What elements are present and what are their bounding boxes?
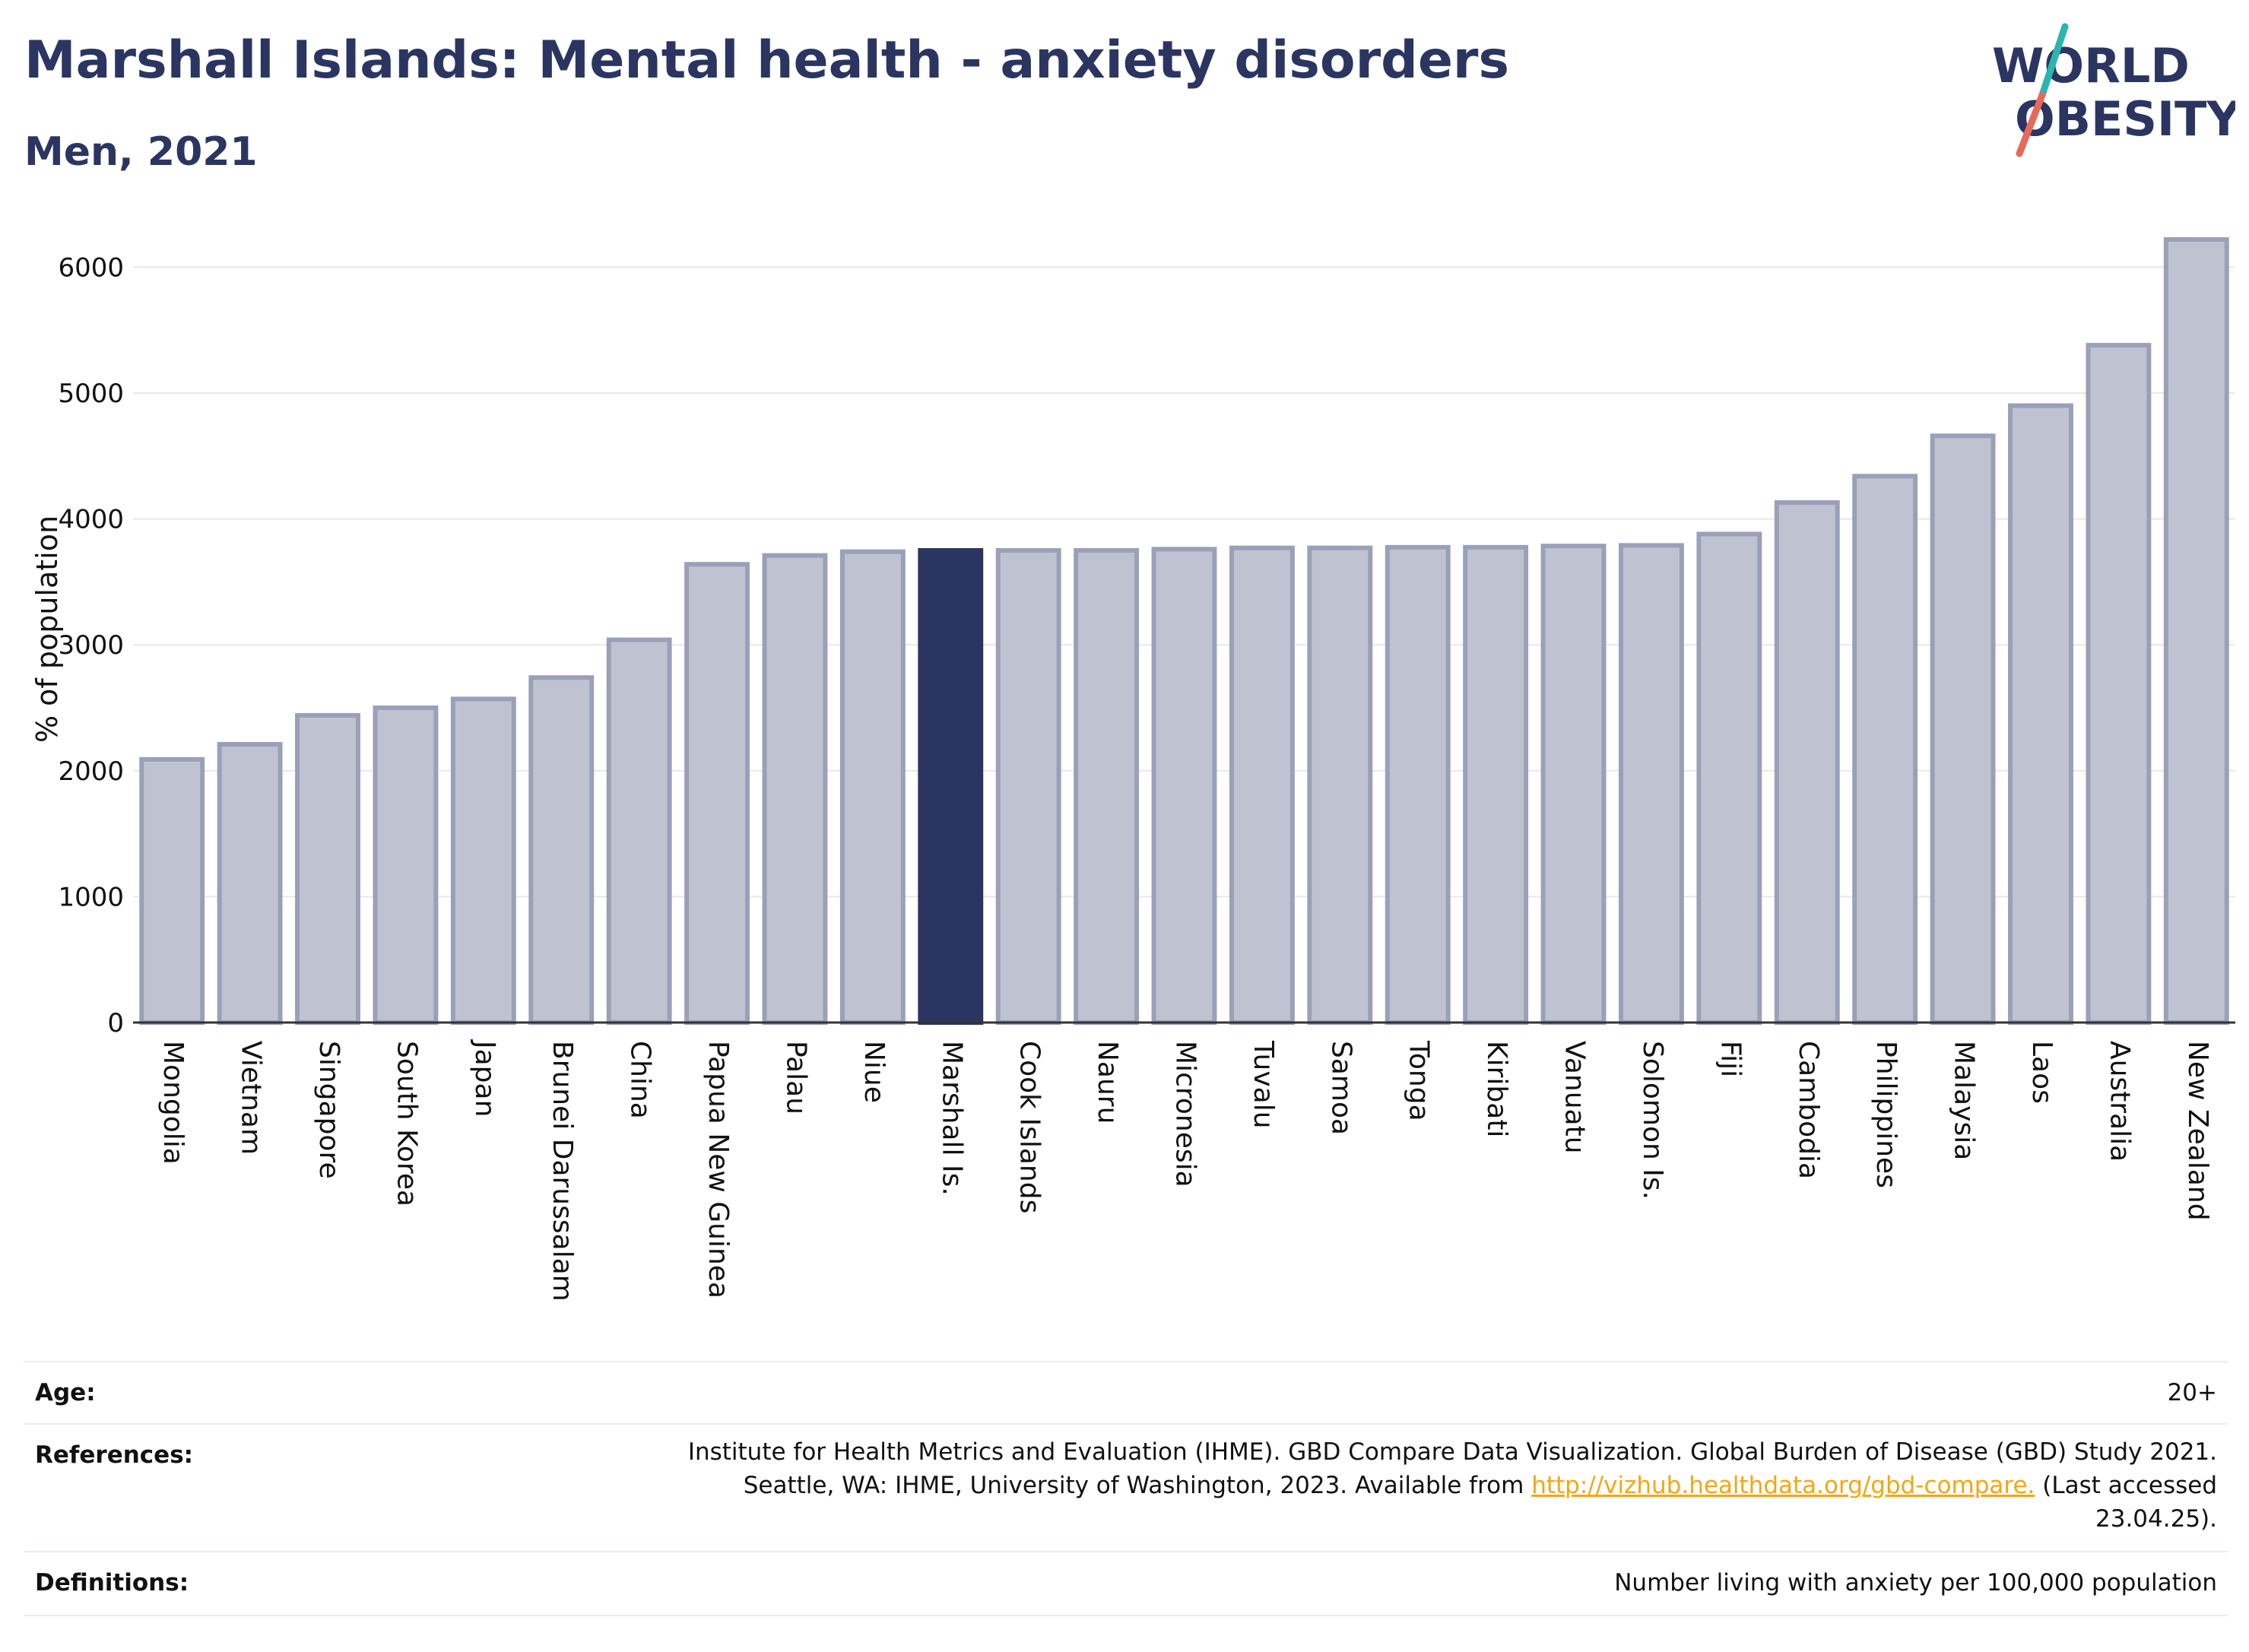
bar <box>2008 403 2073 1025</box>
references-link[interactable]: http://vizhub.healthdata.org/gbd-compare… <box>1531 1472 2035 1499</box>
bar <box>995 548 1061 1025</box>
references-label: References: <box>35 1441 194 1469</box>
logo-text-obesity: OBESITY <box>2015 91 2235 147</box>
logo-slash-teal <box>2038 23 2069 99</box>
references-row: References: Institute for Health Metrics… <box>24 1423 2228 1552</box>
x-tick-label: Vietnam <box>236 1041 267 1155</box>
bar <box>373 706 439 1025</box>
references-line-3: 23.04.25). <box>2095 1505 2217 1533</box>
y-axis-label: % of population <box>30 515 64 743</box>
x-tick-label: Laos <box>2026 1041 2057 1104</box>
bar-chart: 0 1000 2000 3000 4000 5000 6000 Mongolia Vietnam… <box>30 236 2235 1302</box>
bar <box>1307 545 1373 1025</box>
age-row: Age: 20+ <box>24 1361 2228 1425</box>
x-tick-label: Tuvalu <box>1248 1040 1279 1129</box>
y-tick-label: 5000 <box>58 379 124 409</box>
x-tick-label: China <box>625 1041 656 1119</box>
references-line-2-pre: Seattle, WA: IHME, University of Washing… <box>743 1472 1532 1499</box>
y-tick-label: 3000 <box>58 630 124 661</box>
y-tick-label: 2000 <box>58 756 124 787</box>
bar <box>762 553 828 1025</box>
bar <box>2086 343 2152 1025</box>
x-tick-label: Philippines <box>1870 1041 1902 1188</box>
x-tick-label: Brunei Darussalam <box>547 1041 578 1302</box>
x-tick-label: Palau <box>780 1041 811 1115</box>
x-tick-label: Vanuatu <box>1559 1041 1591 1154</box>
x-tick-label: Papua New Guinea <box>703 1041 734 1298</box>
x-tick-label: Kiribati <box>1481 1041 1512 1137</box>
references-line-1: Institute for Health Metrics and Evaluat… <box>687 1438 2217 1466</box>
bar <box>1852 474 1918 1025</box>
bars <box>139 236 2229 1026</box>
bar <box>217 742 283 1025</box>
age-value: 20+ <box>2167 1379 2217 1406</box>
bar <box>1696 531 1762 1025</box>
x-tick-label: South Korea <box>391 1041 422 1206</box>
chart-subtitle: Men, 2021 <box>24 129 258 175</box>
y-tick-label: 6000 <box>58 252 124 283</box>
y-tick-label: 1000 <box>58 882 124 912</box>
x-tick-label: Australia <box>2104 1041 2135 1162</box>
bar <box>606 637 672 1025</box>
x-tick-label: Japan <box>469 1039 500 1117</box>
y-tick-label: 4000 <box>58 505 124 535</box>
x-tick-label: Solomon Is. <box>1637 1041 1668 1200</box>
x-tick-label: Samoa <box>1325 1041 1356 1135</box>
age-label: Age: <box>35 1379 96 1406</box>
bar <box>918 548 984 1025</box>
references-value: Institute for Health Metrics and Evaluat… <box>688 1435 2217 1536</box>
x-tick-label: Mongolia <box>157 1041 189 1165</box>
world-obesity-logo: WORLD OBESITY <box>1992 23 2235 157</box>
x-tick-label: Malaysia <box>1949 1041 1980 1160</box>
bar <box>839 549 906 1025</box>
labels: 0 1000 2000 3000 4000 5000 6000 Mongolia Vietnam… <box>30 252 2213 1301</box>
bar <box>528 675 595 1025</box>
bar <box>295 712 360 1025</box>
chart-title: Marshall Islands: Mental health - anxiet… <box>24 30 1509 90</box>
bar <box>1540 544 1607 1025</box>
definitions-value: Number living with anxiety per 100,000 p… <box>1614 1569 2217 1597</box>
x-tick-label: Niue <box>858 1041 890 1103</box>
bar <box>450 696 516 1026</box>
x-tick-label: Nauru <box>1092 1041 1123 1124</box>
x-tick-label: Singapore <box>313 1041 344 1179</box>
x-tick-label: Marshall Is. <box>936 1041 967 1196</box>
bar <box>1619 543 1684 1025</box>
definitions-label: Definitions: <box>35 1569 189 1597</box>
bar <box>1229 545 1295 1025</box>
x-tick-label: Micronesia <box>1170 1041 1201 1187</box>
bar <box>1774 500 1840 1025</box>
bar <box>1463 544 1529 1025</box>
definitions-row: Definitions: Number living with anxiety … <box>24 1551 2228 1616</box>
bar <box>1074 548 1140 1025</box>
x-tick-label: Cambodia <box>1793 1041 1824 1179</box>
bar <box>2163 236 2229 1025</box>
x-tick-label: Fiji <box>1715 1041 1746 1077</box>
logo-slash-coral <box>2016 91 2046 157</box>
bar <box>684 562 750 1025</box>
bar <box>139 756 205 1025</box>
logo-text-world: WORLD <box>1992 38 2190 94</box>
x-tick-label: Tonga <box>1404 1040 1435 1121</box>
bar <box>1151 547 1217 1025</box>
y-tick-label: 0 <box>107 1008 124 1038</box>
bar <box>1930 433 1996 1025</box>
x-tick-label: New Zealand <box>2182 1041 2213 1221</box>
x-tick-label: Cook Islands <box>1014 1041 1045 1213</box>
references-line-2-post: (Last accessed <box>2035 1472 2217 1499</box>
references-line-2: Seattle, WA: IHME, University of Washing… <box>688 1469 2217 1502</box>
bar <box>1385 544 1451 1025</box>
